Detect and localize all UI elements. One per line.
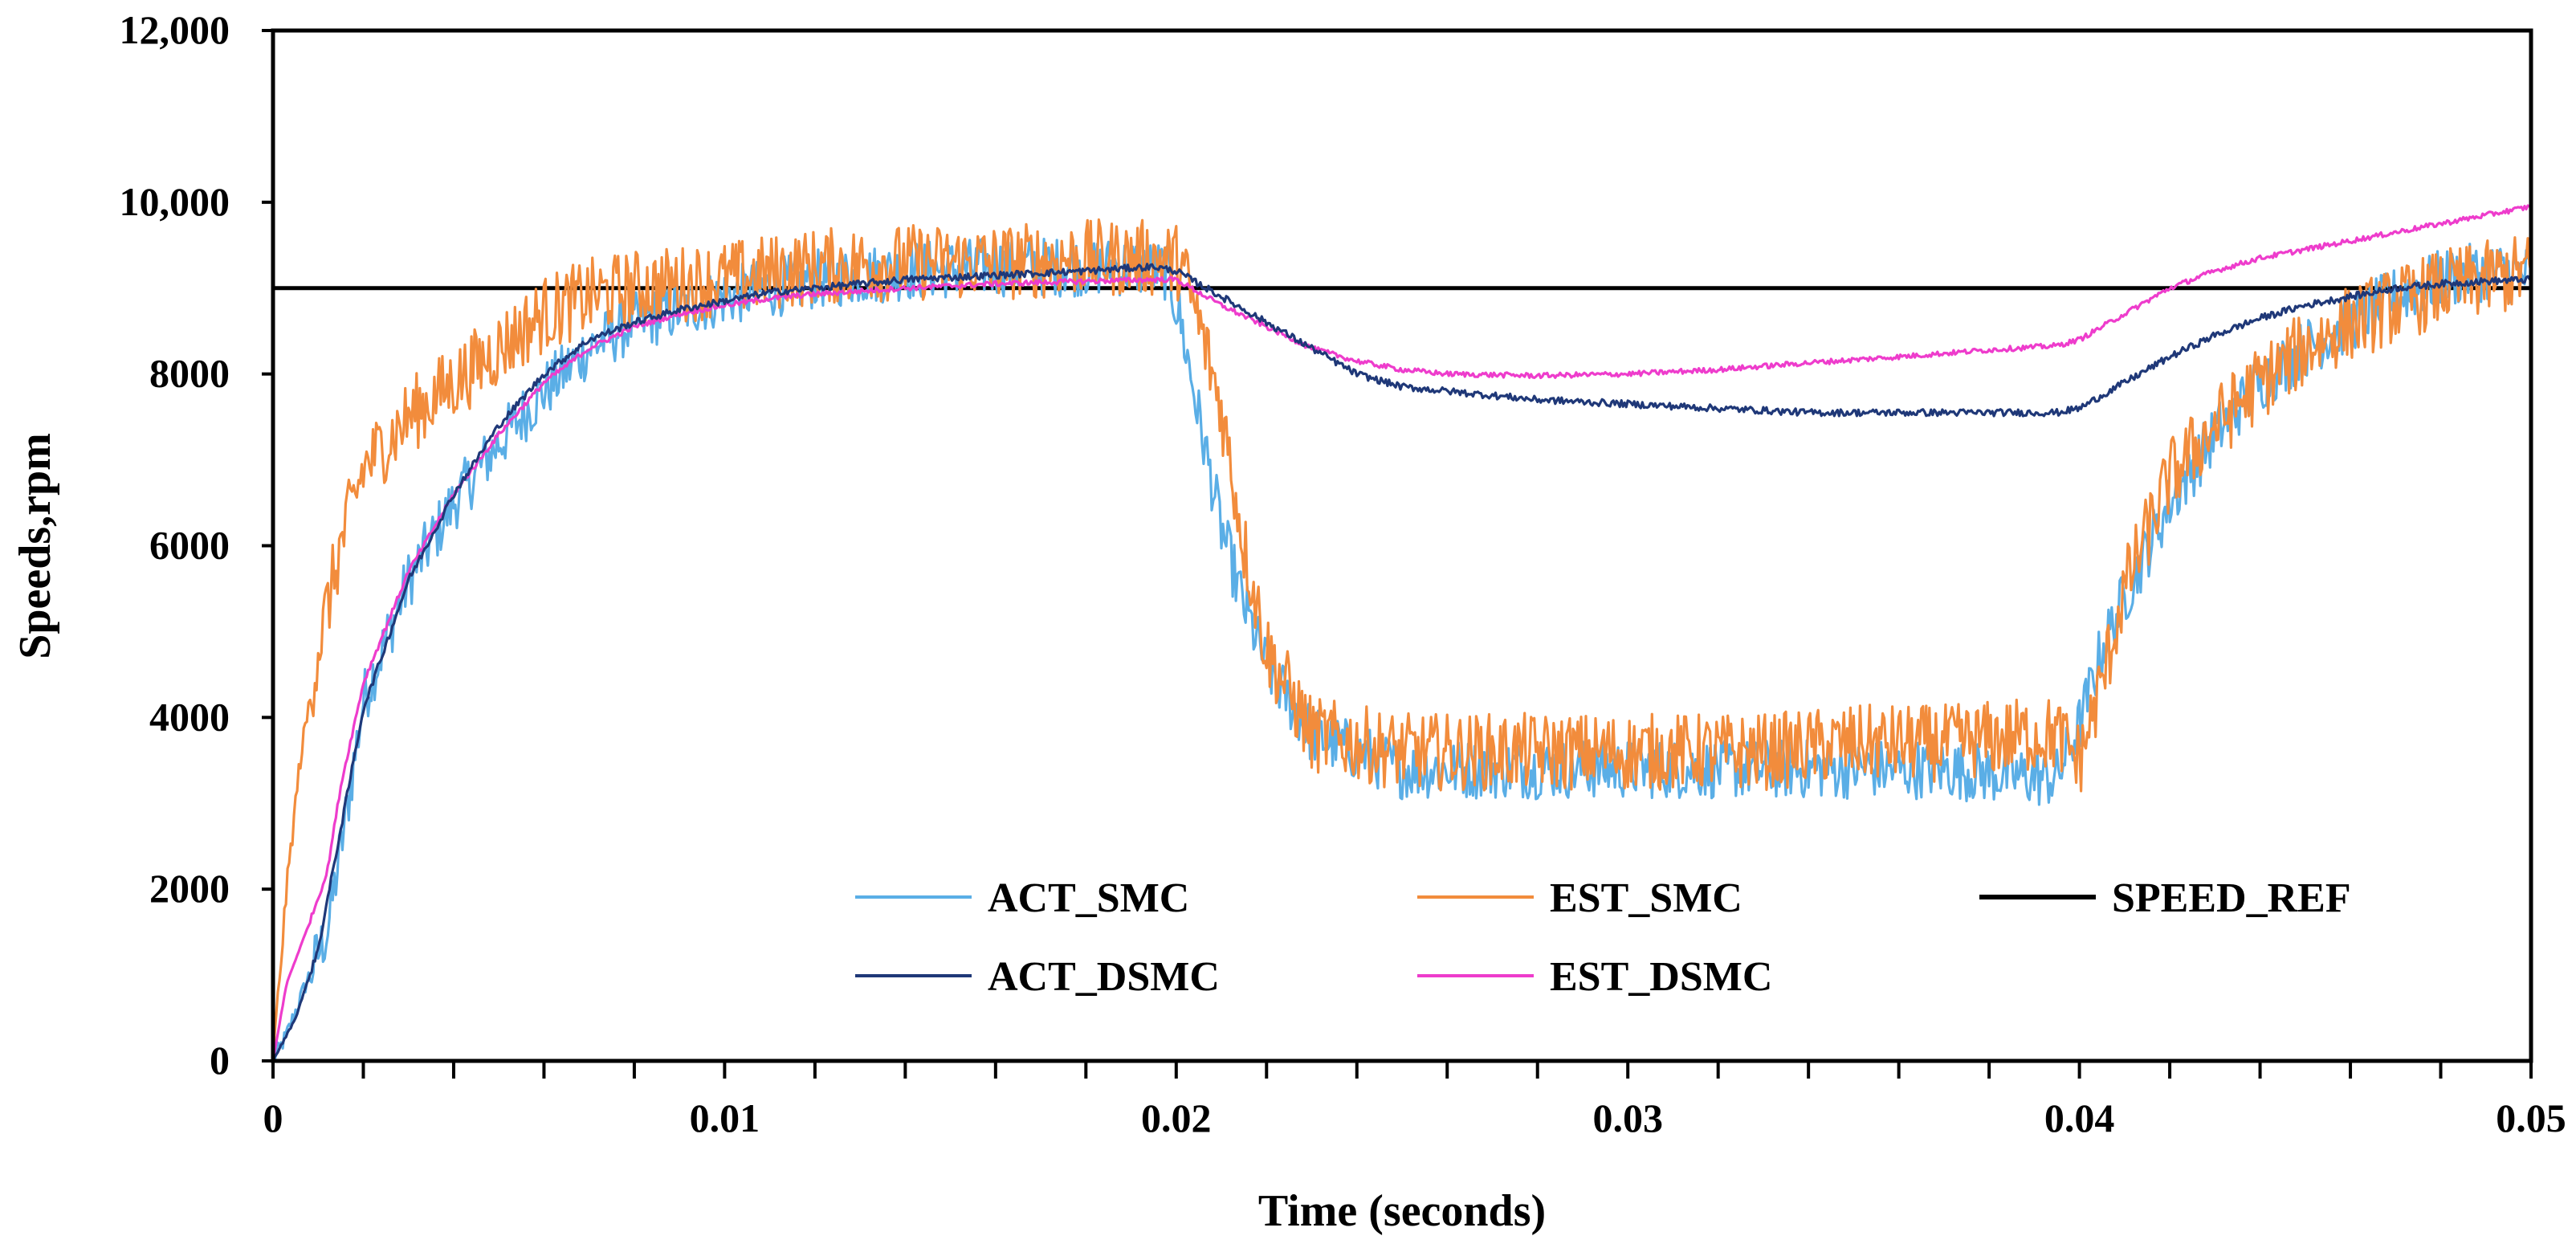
y-tick-label: 0	[210, 1038, 230, 1083]
y-axis-title: Speeds,rpm	[10, 433, 60, 659]
legend-item-act-dsmc: ACT_DSMC	[855, 954, 1220, 1000]
x-tick-label: 0.05	[2496, 1095, 2566, 1140]
y-tick-label: 8000	[149, 351, 230, 396]
y-tick-label: 12,000	[120, 7, 230, 52]
series-line-act-dsmc	[271, 263, 2532, 1062]
y-tick-label: 6000	[149, 523, 230, 568]
x-tick-label: 0.02	[1141, 1095, 1212, 1140]
series-line-est-smc	[271, 218, 2533, 1062]
x-tick-label: 0.03	[1592, 1095, 1663, 1140]
legend-item-act-smc: ACT_SMC	[855, 875, 1189, 921]
series-line-est-dsmc	[271, 204, 2533, 1061]
ticks-layer: 0 0.01 0.02 0.03 0.04 0.05 0 2000 4000 6000 8000 10…	[120, 7, 2566, 1140]
x-tick-label: 0	[263, 1095, 283, 1140]
legend: ACT_SMC EST_SMC SPEED_REF ACT_DSMC EST_DSMC	[855, 875, 2351, 1000]
legend-label: SPEED_REF	[2112, 875, 2351, 921]
x-tick-label: 0.04	[2044, 1095, 2115, 1140]
legend-item-speed-ref: SPEED_REF	[1979, 875, 2351, 921]
legend-item-est-smc: EST_SMC	[1417, 875, 1742, 921]
legend-item-est-dsmc: EST_DSMC	[1417, 954, 1772, 1000]
x-tick-label: 0.01	[690, 1095, 760, 1140]
y-tick-label: 4000	[149, 694, 230, 739]
series-layer	[271, 204, 2533, 1062]
legend-label: EST_DSMC	[1550, 954, 1772, 1000]
legend-label: ACT_SMC	[988, 875, 1189, 921]
y-tick-label: 10,000	[120, 179, 230, 224]
legend-label: EST_SMC	[1550, 875, 1742, 921]
x-axis-title: Time (seconds)	[1258, 1186, 1546, 1236]
legend-label: ACT_DSMC	[988, 954, 1220, 1000]
y-tick-label: 2000	[149, 866, 230, 911]
